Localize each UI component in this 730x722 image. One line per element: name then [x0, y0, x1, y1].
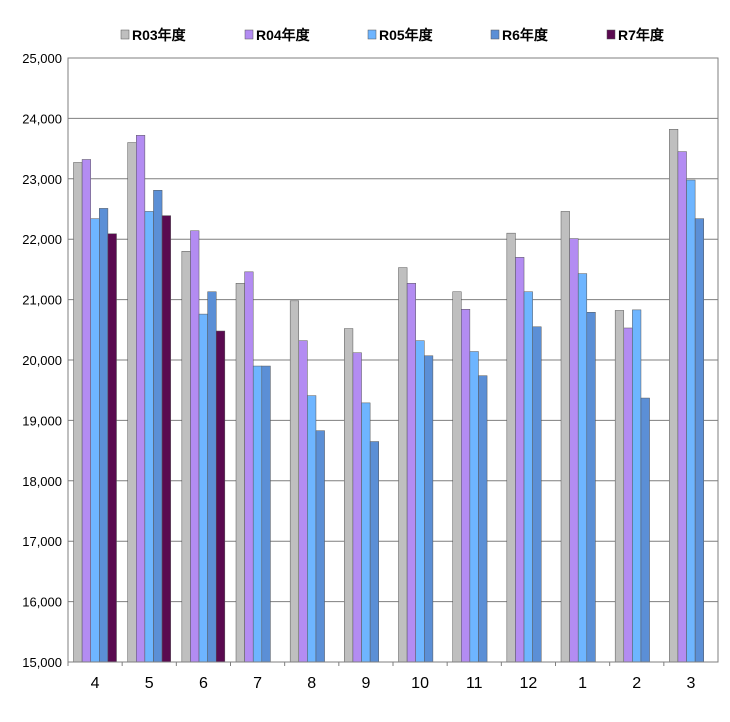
bar-R04年度-9 — [352, 352, 362, 663]
y-tick-label: 17,000 — [22, 534, 62, 549]
bar-R04年度-12 — [515, 257, 525, 663]
legend-swatch — [367, 29, 377, 40]
x-tick-label: 2 — [632, 675, 641, 692]
bar-R04年度-7 — [244, 271, 254, 663]
legend-label: R03年度 — [132, 27, 187, 43]
bar-R6年度-5 — [153, 190, 163, 663]
bar-R03年度-5 — [127, 142, 137, 663]
bar-R6年度-1 — [586, 312, 596, 663]
bar-R6年度-8 — [315, 430, 325, 663]
y-tick-label: 15,000 — [22, 655, 62, 670]
y-tick-label: 22,000 — [22, 232, 62, 247]
legend-item: R05年度 — [367, 27, 434, 43]
legend-swatch — [606, 29, 616, 40]
bar-R05年度-2 — [632, 309, 642, 663]
bar-R03年度-1 — [560, 211, 570, 663]
bar-R03年度-9 — [344, 328, 354, 663]
bar-R05年度-7 — [252, 365, 263, 663]
bar-R03年度-12 — [506, 232, 516, 663]
legend-item: R7年度 — [606, 27, 665, 43]
y-tick-label: 18,000 — [22, 474, 62, 489]
bar-R03年度-4 — [73, 162, 83, 663]
bar-R7年度-4 — [107, 233, 117, 663]
bar-R05年度-4 — [90, 218, 100, 663]
x-tick-label: 10 — [411, 675, 429, 692]
bar-R6年度-3 — [694, 218, 704, 663]
bar-R05年度-8 — [307, 395, 317, 663]
y-tick-label: 23,000 — [22, 172, 62, 187]
bar-R7年度-6 — [215, 330, 226, 663]
legend-label: R04年度 — [256, 27, 311, 43]
bar-R04年度-6 — [190, 230, 200, 663]
bar-R03年度-7 — [235, 283, 245, 663]
x-tick-label: 3 — [686, 675, 695, 692]
gridlines — [68, 117, 718, 603]
bar-R05年度-3 — [686, 179, 696, 663]
bar-R03年度-11 — [452, 291, 462, 663]
x-tick-label: 4 — [91, 675, 100, 692]
bar-R6年度-6 — [207, 291, 217, 663]
legend: R03年度 R04年度 R05年度 R6年度 R7年度 — [120, 27, 665, 43]
bar-R05年度-11 — [469, 351, 479, 663]
bar-R05年度-9 — [361, 402, 371, 663]
legend-item: R03年度 — [120, 27, 187, 43]
bar-R7年度-5 — [161, 215, 171, 663]
y-tick-label: 19,000 — [22, 413, 62, 428]
x-tick-label: 5 — [145, 675, 154, 692]
bar-R04年度-3 — [677, 151, 687, 663]
bar-R04年度-8 — [298, 340, 308, 663]
legend-label: R7年度 — [618, 27, 665, 43]
x-tick-label: 6 — [199, 675, 208, 692]
legend-item: R6年度 — [490, 27, 549, 43]
y-tick-label: 21,000 — [22, 293, 62, 308]
y-tick-label: 16,000 — [22, 595, 62, 610]
legend-item: R04年度 — [244, 27, 311, 43]
bar-R04年度-10 — [406, 283, 416, 663]
bars — [73, 129, 704, 663]
x-tick-label: 11 — [466, 675, 483, 692]
bar-R04年度-2 — [623, 327, 633, 663]
bar-R05年度-6 — [198, 313, 208, 663]
bar-R04年度-11 — [461, 309, 471, 663]
x-tick-label: 9 — [361, 675, 370, 692]
bar-R03年度-2 — [614, 310, 625, 663]
bar-R6年度-7 — [261, 365, 271, 663]
x-tick-label: 8 — [307, 675, 316, 692]
bar-R05年度-10 — [415, 340, 425, 663]
bar-R04年度-1 — [569, 238, 579, 663]
bar-R6年度-2 — [640, 397, 650, 663]
bar-R05年度-12 — [523, 291, 533, 663]
bar-R6年度-9 — [369, 441, 379, 663]
legend-swatch — [244, 29, 254, 40]
legend-label: R05年度 — [379, 27, 434, 43]
x-tick-label: 1 — [578, 675, 587, 692]
legend-swatch — [490, 29, 500, 40]
x-tick-label: 12 — [520, 675, 538, 692]
bar-R6年度-4 — [99, 208, 109, 663]
bar-R04年度-5 — [136, 135, 146, 663]
x-tick-label: 7 — [253, 675, 262, 692]
legend-swatch — [120, 29, 130, 40]
bar-R05年度-1 — [577, 273, 588, 663]
y-tick-label: 25,000 — [22, 51, 62, 66]
bar-R04年度-4 — [81, 159, 91, 663]
bar-R05年度-5 — [144, 211, 154, 663]
bar-R03年度-10 — [398, 267, 408, 663]
bar-R6年度-10 — [424, 355, 434, 663]
bar-R6年度-11 — [478, 375, 488, 663]
bar-R03年度-8 — [289, 300, 300, 663]
y-tick-label: 20,000 — [22, 353, 62, 368]
bar-R03年度-3 — [669, 129, 679, 663]
bar-R03年度-6 — [181, 251, 191, 663]
legend-label: R6年度 — [502, 27, 549, 43]
axes: 15,000 16,000 17,000 18,000 19,000 20,000 21,0… — [22, 51, 719, 692]
y-tick-label: 24,000 — [22, 111, 62, 126]
bar-R6年度-12 — [532, 326, 542, 663]
